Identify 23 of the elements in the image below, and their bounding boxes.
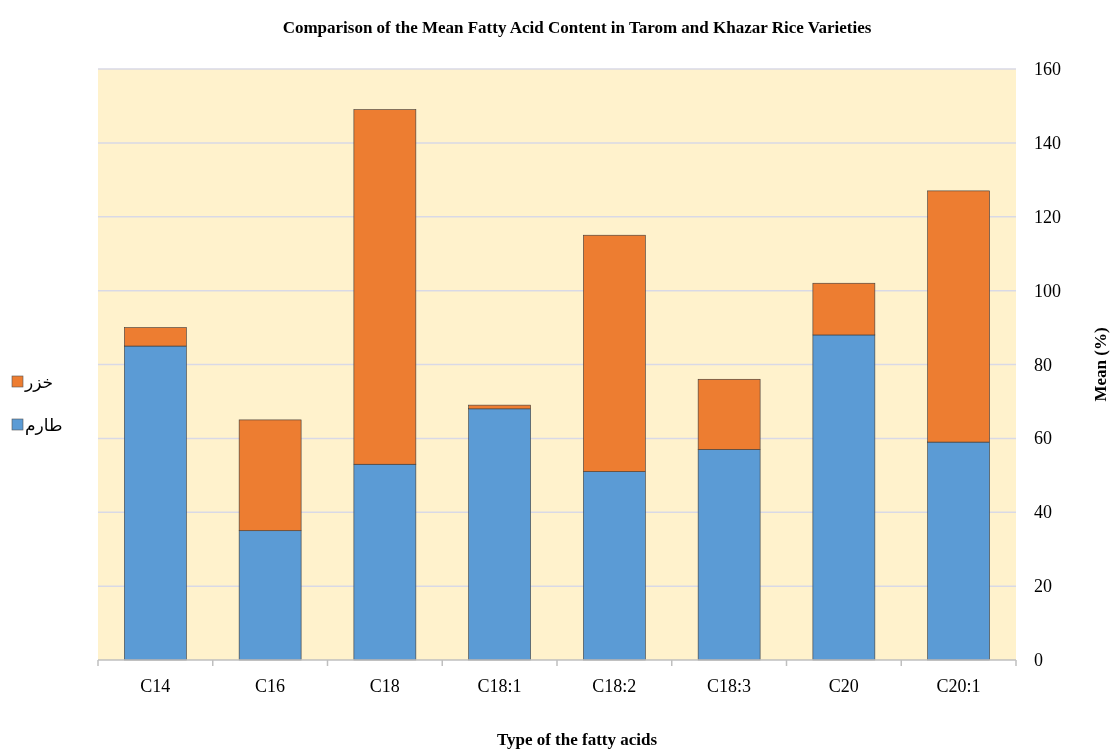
x-tick-label: C18:3 [707,676,752,696]
x-tick-label: C16 [255,676,286,696]
x-axis-title: Type of the fatty acids [496,730,658,749]
y-tick-label: 0 [1034,650,1043,670]
y-tick-label: 120 [1034,206,1061,227]
y-tick-label: 140 [1034,132,1061,153]
x-tick-label: C18:2 [592,676,637,696]
y-tick-label: 20 [1034,576,1052,597]
y-tick-label: 160 [1034,59,1061,79]
x-tick-label: C14 [140,676,171,696]
y-tick-label: 80 [1034,354,1052,375]
y-tick-label: 100 [1034,280,1061,301]
x-tick-label: C20 [828,676,859,696]
x-tick-label: C18 [369,676,400,696]
y-tick-label: 60 [1034,428,1052,449]
legend-label: خزر [24,372,54,392]
y-axis-title: Mean (%) [1091,327,1110,402]
bar [468,408,531,661]
x-tick-label: C20:1 [936,676,981,696]
legend-label: طارم [25,415,63,435]
chart-title: Comparison of the Mean Fatty Acid Content in Tarom and Khazar Rice Varieties [282,18,872,37]
y-tick-label: 40 [1034,502,1052,523]
x-tick-label: C18:1 [477,676,522,696]
